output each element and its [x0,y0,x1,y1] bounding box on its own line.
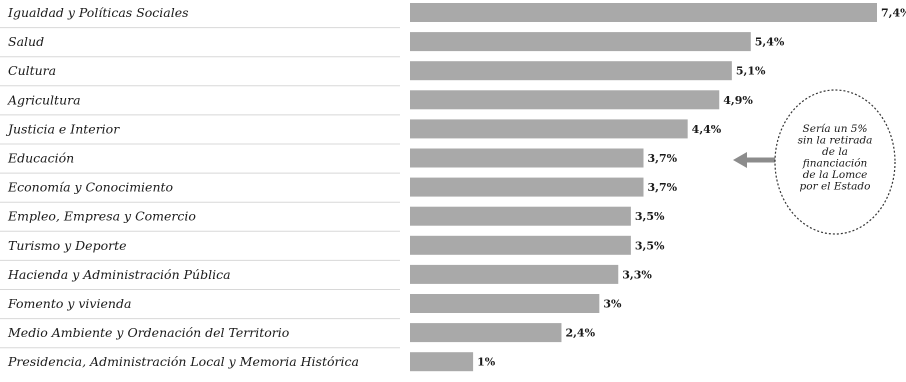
value-label: 7,4% [881,7,906,20]
annotation-line: Sería un 5% [803,123,868,135]
value-label: 3% [603,298,622,311]
value-label: 3,3% [622,268,652,281]
chart-rows: Igualdad y Políticas Sociales 7,4% Salud 5,… [0,3,906,372]
annotation-circle [774,89,896,235]
bar [410,3,877,22]
category-label: Cultura [8,63,56,78]
bar [410,352,474,372]
category-label: Educación [7,151,74,166]
bar [410,177,644,197]
category-label: Presidencia, Administración Local y Memo… [7,354,359,369]
annotation-line: de la [822,146,848,158]
bar [410,90,720,110]
category-label: Turismo y Deporte [8,238,127,253]
annotation-text: Sería un 5% sin la retirada de la financiac… [798,123,873,193]
annotation-arrow-head [733,152,747,168]
annotation-callout: Sería un 5% sin la retirada de la financiac… [733,89,896,235]
value-label: 3,7% [648,152,678,165]
bar [410,32,751,52]
bar [410,294,600,313]
bar [410,148,644,168]
bar [410,119,688,139]
value-label: 4,9% [723,94,753,107]
bar [410,323,562,343]
value-label: 2,4% [565,327,595,340]
category-label: Fomento y vivienda [7,296,131,311]
value-label: 5,4% [755,36,785,49]
category-label: Agricultura [7,92,81,107]
value-label: 1% [477,356,496,369]
category-label: Medio Ambiente y Ordenación del Territor… [7,325,289,340]
category-label: Igualdad y Políticas Sociales [7,5,189,20]
category-label: Hacienda y Administración Pública [7,267,231,282]
value-label: 3,5% [635,210,665,223]
value-label: 3,7% [648,181,678,194]
annotation-line: sin la retirada [798,135,873,147]
annotation-line: financiación [802,158,868,170]
annotation-line: por el Estado [800,181,871,193]
bar [410,61,732,81]
bar [410,235,631,255]
category-label: Justicia e Interior [5,121,120,136]
value-label: 5,1% [736,65,766,78]
category-label: Salud [8,34,44,49]
category-label: Economía y Conocimiento [7,180,173,195]
category-label: Empleo, Empresa y Comercio [7,209,196,224]
value-label: 3,5% [635,239,665,252]
annotation-line: de la Lomce [803,169,868,181]
bar [410,206,631,226]
value-label: 4,4% [692,123,722,136]
bar [410,264,619,284]
